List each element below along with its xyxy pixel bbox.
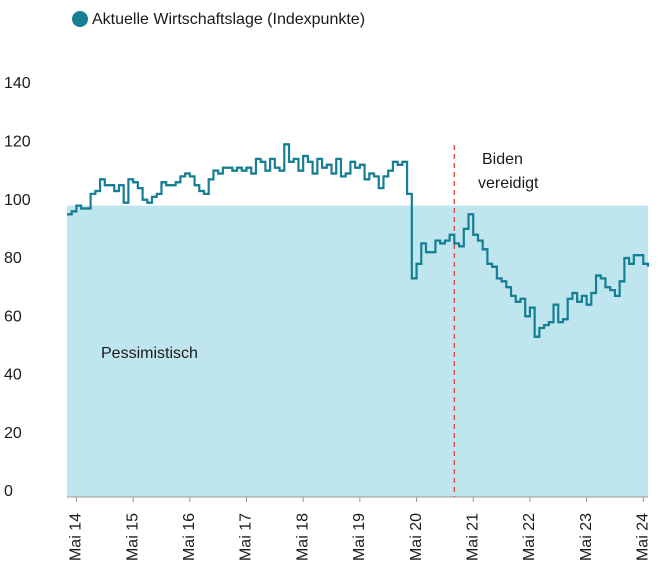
x-tick-label: Mai 15 — [124, 513, 141, 561]
y-tick-label: 120 — [4, 134, 31, 151]
x-tick-label: Mai 22 — [521, 513, 538, 561]
x-tick-label: Mai 23 — [578, 513, 595, 561]
x-tick-label: Mai 19 — [351, 513, 368, 561]
y-tick-label: 20 — [4, 425, 22, 442]
x-tick-label: Mai 14 — [68, 513, 85, 561]
legend-marker — [72, 11, 88, 27]
x-tick-label: Mai 16 — [181, 513, 198, 561]
event-label: vereidigt — [478, 175, 539, 192]
x-tick-label: Mai 18 — [294, 513, 311, 561]
y-tick-label: 0 — [4, 483, 13, 500]
event-label: Biden — [482, 151, 523, 168]
band-label: Pessimistisch — [101, 345, 198, 362]
y-tick-label: 140 — [4, 75, 31, 92]
y-tick-label: 40 — [4, 367, 22, 384]
x-tick-label: Mai 17 — [238, 513, 255, 561]
legend-label: Aktuelle Wirtschaftslage (Indexpunkte) — [92, 11, 365, 28]
y-tick-label: 80 — [4, 250, 22, 267]
x-tick-label: Mai 21 — [464, 513, 481, 561]
pessimistic-band — [67, 205, 648, 498]
x-tick-label: Mai 20 — [408, 513, 425, 561]
y-tick-label: 60 — [4, 308, 22, 325]
y-tick-label: 100 — [4, 192, 31, 209]
x-tick-label: Mai 24 — [634, 513, 651, 561]
